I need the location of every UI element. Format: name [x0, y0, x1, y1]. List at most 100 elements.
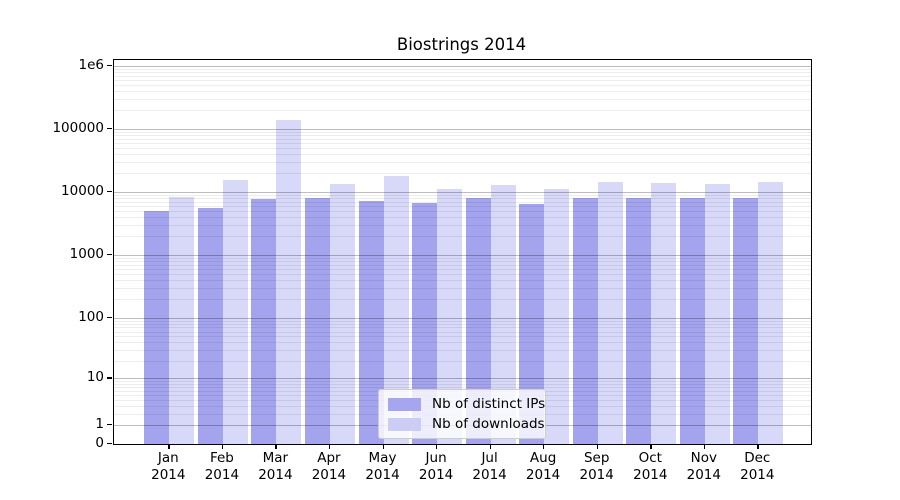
bar-nb-of-distinct-ips-apr: [304, 198, 330, 444]
bar-nb-of-downloads-jan: [169, 197, 195, 444]
x-tick-label-aug: Aug 2014: [508, 450, 578, 483]
y-tick-label: 10000: [61, 183, 104, 199]
gridline-minor: [114, 68, 811, 70]
y-tick-label: 100: [78, 308, 104, 325]
gridline-minor: [114, 224, 811, 226]
x-tick: [328, 444, 331, 449]
gridline-minor: [114, 135, 811, 137]
x-tick-label-mar: Mar 2014: [240, 450, 310, 483]
y-tick: [107, 377, 112, 379]
gridline-minor: [114, 331, 811, 333]
gridline-minor: [114, 148, 811, 149]
gridline-minor: [114, 206, 811, 207]
gridline-minor: [114, 383, 811, 385]
gridline-minor: [114, 85, 811, 86]
legend-item-downloads: Nb of downloads: [379, 414, 545, 434]
gridline-major: [114, 192, 811, 193]
x-tick-year: 2014: [204, 466, 240, 483]
bar-nb-of-downloads-oct: [651, 183, 677, 444]
x-tick-month: Mar: [262, 450, 289, 466]
x-tick: [489, 444, 491, 449]
gridline-minor: [114, 198, 811, 200]
x-tick-month: Sep: [583, 450, 610, 466]
x-tick-year: 2014: [633, 466, 668, 483]
gridline-minor: [114, 217, 811, 219]
bar-nb-of-distinct-ips-dec: [733, 197, 759, 444]
x-tick-label-sep: Sep 2014: [562, 450, 632, 483]
x-tick-year: 2014: [311, 466, 347, 483]
gridline-minor: [114, 75, 811, 77]
y-tick: [107, 128, 112, 130]
gridline-minor: [114, 143, 811, 144]
gridline-minor: [114, 173, 811, 174]
gridline-major: [114, 317, 811, 319]
x-tick-year: 2014: [686, 466, 721, 483]
x-tick-month: Dec: [744, 450, 771, 466]
x-tick: [275, 444, 277, 449]
x-tick: [382, 444, 384, 449]
legend-label-distinct-ips: Nb of distinct IPs: [432, 396, 546, 412]
x-tick-month: Nov: [690, 450, 717, 466]
x-tick-label-oct: Oct 2014: [615, 450, 685, 483]
x-tick-label-jul: Jul 2014: [455, 450, 525, 483]
gridline-minor: [114, 194, 811, 196]
x-tick-year: 2014: [579, 466, 614, 483]
gridline-minor: [114, 268, 811, 270]
gridline-minor: [114, 264, 811, 266]
gridline-minor: [114, 360, 811, 362]
gridline-minor: [114, 138, 811, 140]
y-tick: [107, 316, 112, 318]
x-tick-year: 2014: [525, 466, 561, 483]
gridline-minor: [114, 320, 811, 322]
x-tick-label-feb: Feb 2014: [187, 450, 257, 483]
gridline-minor: [114, 387, 811, 389]
x-tick-month: Jun: [425, 450, 447, 466]
gridline-minor: [114, 336, 811, 338]
y-tick-label: 10: [86, 369, 104, 386]
gridline-minor: [114, 201, 811, 203]
gridline-minor: [114, 110, 811, 111]
y-tick: [107, 191, 112, 193]
y-tick: [107, 443, 112, 445]
x-tick-month: Apr: [317, 450, 341, 466]
gridline-minor: [114, 323, 811, 325]
bar-nb-of-distinct-ips-oct: [626, 197, 652, 444]
gridline-minor: [114, 72, 811, 74]
gridline-minor: [114, 211, 811, 212]
x-tick-month: Feb: [209, 450, 234, 466]
legend-item-distinct-ips: Nb of distinct IPs: [379, 394, 545, 414]
x-tick: [221, 444, 224, 449]
x-tick: [703, 444, 706, 449]
bar-nb-of-distinct-ips-feb: [197, 208, 223, 444]
gridline-minor: [114, 287, 811, 289]
x-tick-label-may: May 2014: [348, 450, 418, 483]
x-tick-label-jun: Jun 2014: [401, 450, 471, 483]
x-tick-label-nov: Nov 2014: [669, 450, 739, 483]
gridline-minor: [114, 236, 811, 237]
x-tick: [650, 444, 652, 449]
gridline-minor: [114, 131, 811, 133]
x-tick-label-dec: Dec 2014: [722, 450, 792, 483]
gridline-minor: [114, 257, 811, 259]
x-tick-month: Jan: [157, 450, 179, 466]
gridline-major: [114, 129, 811, 130]
x-tick-month: Aug: [529, 450, 557, 466]
y-tick-label: 100000: [52, 120, 104, 136]
x-tick-label-apr: Apr 2014: [294, 450, 364, 483]
x-tick-label-jan: Jan 2014: [133, 450, 203, 483]
x-tick-year: 2014: [472, 466, 507, 483]
y-tick-label: 0: [95, 435, 104, 451]
x-tick-year: 2014: [365, 466, 400, 483]
legend-swatch-downloads: [388, 417, 421, 431]
bar-nb-of-downloads-apr: [329, 184, 355, 444]
bar-nb-of-distinct-ips-mar: [251, 198, 277, 444]
x-tick: [168, 444, 170, 449]
x-tick: [436, 444, 438, 449]
y-tick-label: 1000: [69, 246, 104, 262]
legend-swatch-distinct-ips: [388, 397, 421, 411]
x-tick-year: 2014: [258, 466, 293, 483]
gridline-minor: [114, 91, 811, 93]
bar-nb-of-distinct-ips-sep: [572, 198, 598, 444]
bar-nb-of-downloads-nov: [704, 183, 730, 444]
